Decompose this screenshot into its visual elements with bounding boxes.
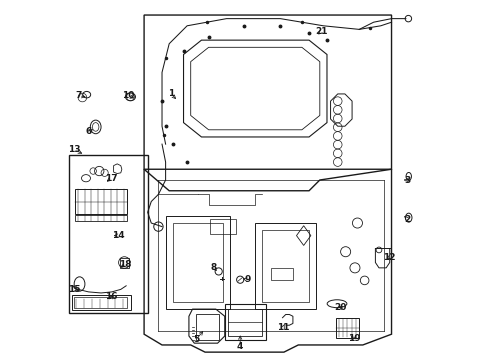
Bar <box>165 216 230 309</box>
Text: 6: 6 <box>85 127 91 136</box>
Bar <box>69 155 147 313</box>
Text: 7: 7 <box>76 91 82 100</box>
Text: 18: 18 <box>119 260 131 269</box>
Text: 16: 16 <box>104 292 117 301</box>
Bar <box>262 230 308 302</box>
Bar <box>75 215 127 221</box>
Bar <box>74 297 127 308</box>
Bar <box>196 315 219 339</box>
Text: 13: 13 <box>68 145 80 154</box>
Text: 21: 21 <box>315 27 327 36</box>
Text: 1: 1 <box>167 89 174 98</box>
Bar <box>255 223 316 309</box>
Text: 17: 17 <box>104 174 117 183</box>
Text: 14: 14 <box>112 231 124 240</box>
Text: 8: 8 <box>210 264 217 273</box>
Bar <box>210 220 235 234</box>
Text: 9: 9 <box>244 275 250 284</box>
Bar <box>75 189 127 214</box>
Bar <box>72 296 131 310</box>
Bar <box>227 309 261 336</box>
Text: 2: 2 <box>404 215 410 224</box>
Text: 20: 20 <box>334 303 346 312</box>
Bar <box>172 223 223 302</box>
Text: 12: 12 <box>383 253 395 262</box>
Bar <box>271 268 292 280</box>
Text: 3: 3 <box>404 176 410 185</box>
Text: 5: 5 <box>193 335 199 344</box>
Text: 15: 15 <box>68 285 80 294</box>
Text: 10: 10 <box>122 91 134 100</box>
Text: 4: 4 <box>237 342 243 351</box>
Text: 11: 11 <box>276 323 289 332</box>
Text: 19: 19 <box>347 334 360 343</box>
